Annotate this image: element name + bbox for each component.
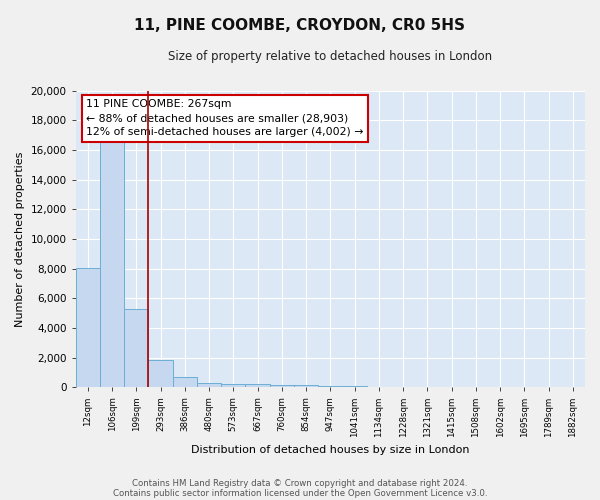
Bar	[294, 386, 318, 388]
Bar	[197, 382, 221, 388]
Bar	[318, 386, 343, 388]
Bar	[124, 308, 148, 388]
Bar	[76, 268, 100, 388]
Text: 11 PINE COOMBE: 267sqm
← 88% of detached houses are smaller (28,903)
12% of semi: 11 PINE COOMBE: 267sqm ← 88% of detached…	[86, 100, 363, 138]
Text: Contains public sector information licensed under the Open Government Licence v3: Contains public sector information licen…	[113, 488, 487, 498]
Bar	[148, 360, 173, 388]
Bar	[343, 386, 367, 388]
Bar	[270, 384, 294, 388]
Text: 11, PINE COOMBE, CROYDON, CR0 5HS: 11, PINE COOMBE, CROYDON, CR0 5HS	[134, 18, 466, 32]
Bar	[100, 142, 124, 388]
Bar	[367, 386, 391, 388]
Bar	[245, 384, 270, 388]
Bar	[173, 377, 197, 388]
Bar	[221, 384, 245, 388]
Text: Contains HM Land Registry data © Crown copyright and database right 2024.: Contains HM Land Registry data © Crown c…	[132, 478, 468, 488]
X-axis label: Distribution of detached houses by size in London: Distribution of detached houses by size …	[191, 445, 470, 455]
Y-axis label: Number of detached properties: Number of detached properties	[15, 151, 25, 326]
Bar	[415, 386, 439, 388]
Bar	[391, 386, 415, 388]
Title: Size of property relative to detached houses in London: Size of property relative to detached ho…	[168, 50, 493, 63]
